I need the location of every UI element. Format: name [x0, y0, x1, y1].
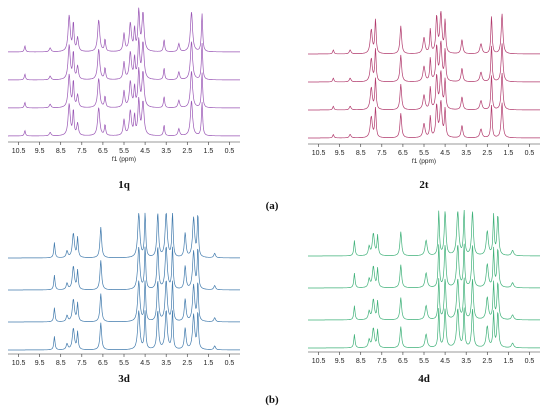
x-tick-label: 8.5: [356, 150, 366, 157]
spectrum-panel-3d: 10.5 9.5 8.5 7.5 6.5 5.5 4.5 3.5 2.5 1.5 0.5 3d: [8, 212, 240, 385]
x-tick-label: 3.5: [461, 358, 471, 365]
x-tick-label: 2.5: [182, 148, 192, 155]
x-tick-label: 5.5: [419, 150, 429, 157]
x-tick-label: 3.5: [161, 360, 171, 367]
panel-label: 2t: [419, 179, 429, 191]
spectrum-trace-2: [308, 243, 540, 289]
x-axis-title: f1 (ppm): [412, 158, 436, 165]
x-tick-label: 4.5: [140, 360, 150, 367]
x-tick-label: 10.5: [312, 150, 326, 157]
x-tick-label: 0.5: [525, 150, 535, 157]
spectrum-trace-2: [8, 37, 240, 81]
x-tick-label: 6.5: [98, 360, 108, 367]
x-axis-title: f1 (ppm): [112, 156, 136, 163]
x-tick-label: 9.5: [335, 150, 345, 157]
spectrum-trace-1: [8, 7, 240, 53]
x-tick-label: 9.5: [335, 358, 345, 365]
x-tick-label: 6.5: [98, 148, 108, 155]
x-tick-label: 8.5: [356, 358, 366, 365]
spectrum-panel-2t: 10.5 9.5 8.5 7.5 6.5 5.5 4.5 3.5 2.5 1.5 0.5 f1 (pp…: [308, 11, 540, 191]
x-tick-label: 2.5: [482, 358, 492, 365]
panel-label: 3d: [118, 373, 130, 385]
x-tick-label: 4.5: [440, 358, 450, 365]
caption-a: (a): [266, 200, 279, 212]
x-tick-label: 7.5: [77, 148, 87, 155]
x-tick-label: 3.5: [161, 148, 171, 155]
x-tick-label: 9.5: [35, 360, 45, 367]
x-tick-label: 0.5: [225, 360, 235, 367]
x-tick-label: 0.5: [525, 358, 535, 365]
x-tick-label: 7.5: [377, 150, 387, 157]
spectrum-trace-3: [8, 67, 240, 109]
x-tick-label: 1.5: [203, 148, 213, 155]
x-tick-label: 10.5: [312, 358, 326, 365]
x-tick-label: 6.5: [398, 150, 408, 157]
spectrum-trace-3: [8, 280, 240, 323]
spectrum-trace-1: [308, 209, 540, 257]
spectrum-trace-4: [308, 100, 540, 139]
spectrum-trace-1: [8, 212, 240, 259]
x-tick-label: 8.5: [56, 360, 66, 367]
x-tick-label: 4.5: [440, 150, 450, 157]
x-tick-label: 0.5: [225, 148, 235, 155]
x-tick-label: 6.5: [398, 358, 408, 365]
x-tick-label: 1.5: [503, 358, 513, 365]
caption-b: (b): [265, 394, 279, 406]
x-tick-label: 5.5: [419, 358, 429, 365]
x-tick-label: 7.5: [377, 358, 387, 365]
x-tick-label: 3.5: [461, 150, 471, 157]
x-tick-label: 5.5: [119, 148, 129, 155]
spectrum-trace-4: [8, 96, 240, 137]
x-tick-label: 2.5: [182, 360, 192, 367]
spectrum-panel-1q: 10.5 9.5 8.5 7.5 6.5 5.5 4.5 3.5 2.5 1.5 0.5 f1 (pp…: [8, 7, 240, 191]
spectrum-trace-2: [308, 40, 540, 83]
x-tick-label: 10.5: [12, 148, 26, 155]
x-tick-label: 5.5: [119, 360, 129, 367]
x-tick-label: 1.5: [503, 150, 513, 157]
spectrum-trace-4: [8, 310, 240, 351]
spectrum-trace-1: [308, 11, 540, 55]
x-tick-label: 1.5: [203, 360, 213, 367]
spectrum-trace-3: [308, 277, 540, 321]
x-tick-label: 8.5: [56, 148, 66, 155]
x-tick-label: 9.5: [35, 148, 45, 155]
x-tick-label: 10.5: [12, 360, 26, 367]
x-tick-label: 7.5: [77, 360, 87, 367]
panel-label: 4d: [418, 373, 430, 385]
spectrum-trace-2: [8, 246, 240, 291]
x-tick-label: 2.5: [482, 150, 492, 157]
x-tick-label: 4.5: [140, 148, 150, 155]
panel-label: 1q: [118, 179, 131, 191]
spectrum-panel-4d: 10.5 9.5 8.5 7.5 6.5 5.5 4.5 3.5 2.5 1.5 0.5 4d: [308, 209, 540, 385]
spectrum-trace-3: [308, 70, 540, 111]
spectrum-trace-4: [308, 307, 540, 349]
